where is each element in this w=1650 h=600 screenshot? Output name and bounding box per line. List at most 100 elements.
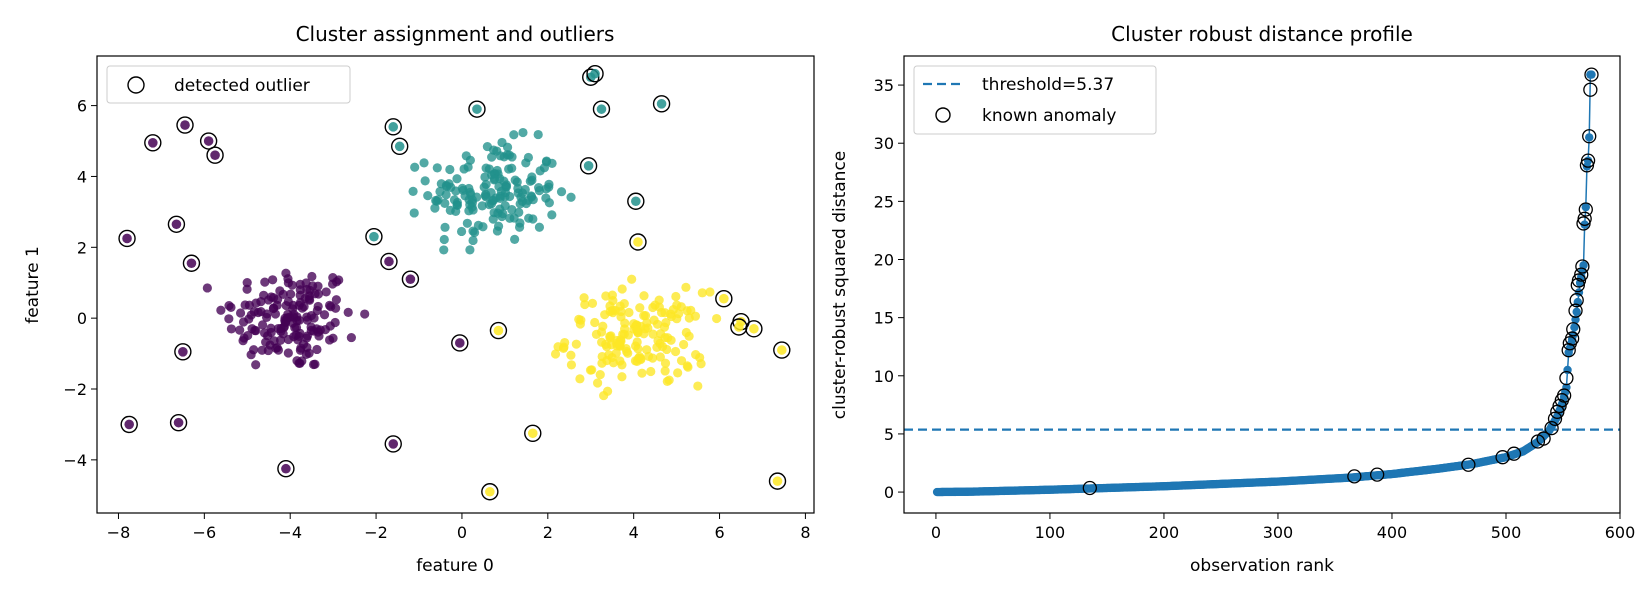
- left-x-ticks: −8 −6 −4 −2 0 2 4 6 8: [107, 513, 811, 542]
- cluster-2-point: [656, 307, 667, 318]
- cluster-0-point: [295, 285, 305, 295]
- cluster-0-point: [283, 274, 293, 284]
- known-anomaly-marker: [1461, 457, 1476, 472]
- cluster-2-point: [693, 381, 703, 391]
- cluster-2-point: [619, 299, 629, 309]
- cluster-1-point: [541, 193, 551, 203]
- cluster-0-point: [242, 278, 252, 288]
- cluster-1-point: [445, 164, 455, 175]
- right-legend: threshold=5.37 known anomaly: [913, 65, 1157, 135]
- cluster-1-point: [480, 172, 490, 182]
- right-y-tick-label: 0: [884, 483, 894, 502]
- profile-point: [1580, 220, 1589, 229]
- cluster-2-point: [662, 376, 672, 386]
- known-anomaly-marker: [1556, 388, 1572, 403]
- left-points-layer: [202, 127, 722, 401]
- cluster-2-point: [624, 307, 634, 318]
- cluster-2-point: [607, 290, 617, 300]
- cluster-2-point: [655, 338, 665, 349]
- known-anomaly-marker: [1569, 293, 1584, 308]
- detected-outlier-point: [206, 146, 224, 164]
- cluster-0-point: [313, 301, 323, 312]
- cluster-2-point: [602, 342, 612, 352]
- cluster-1-point: [518, 127, 528, 138]
- cluster-1-point: [452, 200, 462, 211]
- cluster-0-point: [294, 331, 304, 341]
- cluster-0-point: [259, 328, 270, 338]
- cluster-1-point: [439, 245, 449, 255]
- cluster-0-point: [259, 290, 269, 300]
- left-legend-box: [106, 65, 351, 104]
- cluster-0-point: [331, 295, 341, 305]
- left-y-tick-label: 0: [77, 309, 87, 328]
- profile-point: [1587, 70, 1596, 79]
- cluster-1-point: [495, 193, 505, 203]
- right-legend-marker-known-anomaly: [935, 107, 951, 123]
- detected-outlier-point: [401, 270, 420, 288]
- left-x-tick-label: 0: [457, 523, 467, 542]
- cluster-0-point: [268, 303, 278, 314]
- cluster-1-point: [520, 184, 530, 195]
- cluster-2-point: [566, 350, 576, 360]
- right-x-tick-label: 0: [931, 523, 941, 542]
- cluster-1-point: [446, 182, 456, 193]
- detected-outlier-point: [579, 157, 598, 175]
- cluster-2-point: [599, 390, 609, 401]
- cluster-1-point: [440, 222, 450, 232]
- cluster-1-point: [487, 152, 497, 162]
- right-y-tick-label: 15: [874, 309, 894, 328]
- right-y-axis-label: cluster-robust squared distance: [830, 151, 850, 420]
- left-y-tick-label: −4: [63, 451, 87, 470]
- cluster-0-point: [283, 334, 294, 345]
- cluster-0-point: [360, 309, 370, 319]
- cluster-2-point: [679, 339, 689, 350]
- cluster-2-point: [614, 339, 624, 350]
- cluster-1-point: [479, 182, 489, 192]
- cluster-2-point: [598, 321, 608, 331]
- detected-outlier-point: [120, 415, 138, 434]
- cluster-1-point: [547, 158, 557, 168]
- cluster-2-point: [681, 327, 691, 338]
- right-legend-label-known-anomaly: known anomaly: [982, 106, 1116, 126]
- cluster-0-point: [331, 277, 342, 287]
- cluster-2-point: [575, 374, 585, 384]
- cluster-2-point: [617, 284, 627, 294]
- cluster-0-point: [257, 320, 268, 330]
- detected-outlier-point: [451, 334, 469, 352]
- cluster-1-point: [534, 222, 545, 232]
- cluster-2-point: [673, 368, 683, 378]
- cluster-0-point: [324, 335, 335, 345]
- left-outliers-layer: [118, 65, 791, 501]
- detected-outlier-point: [652, 95, 671, 113]
- cluster-0-point: [306, 310, 316, 321]
- cluster-1-point: [468, 226, 478, 236]
- cluster-1-point: [419, 158, 429, 168]
- line-plot-robust-distance-profile: Cluster robust distance profile 0 100 200 3…: [830, 22, 1635, 576]
- detected-outlier-point: [481, 483, 499, 501]
- detected-outlier-point: [384, 435, 402, 453]
- known-anomaly-marker: [1568, 303, 1583, 318]
- left-chart-title: Cluster assignment and outliers: [296, 22, 615, 46]
- known-anomaly-marker: [1547, 411, 1563, 426]
- cluster-1-point: [420, 176, 430, 186]
- known-anomaly-marker: [1578, 202, 1593, 217]
- cluster-2-point: [553, 342, 563, 352]
- detected-outlier-point: [773, 341, 791, 359]
- cluster-1-point: [489, 145, 499, 155]
- cluster-2-point: [659, 322, 670, 332]
- detected-outlier-point: [468, 100, 486, 118]
- left-x-tick-label: −8: [107, 523, 131, 542]
- right-y-ticks: 0 5 10 15 20 25 30 35: [874, 76, 904, 502]
- left-x-tick-label: 8: [800, 523, 810, 542]
- cluster-0-point: [283, 348, 293, 358]
- right-legend-box: [913, 65, 1157, 135]
- cluster-2-point: [648, 353, 658, 363]
- cluster-0-point: [268, 293, 279, 303]
- cluster-2-point: [635, 353, 646, 364]
- cluster-2-point: [607, 305, 618, 316]
- left-y-axis-label: feature 1: [23, 246, 43, 324]
- cluster-0-point: [304, 348, 314, 358]
- cluster-0-point: [242, 284, 252, 294]
- cluster-1-point: [472, 192, 482, 202]
- cluster-2-point: [671, 291, 681, 302]
